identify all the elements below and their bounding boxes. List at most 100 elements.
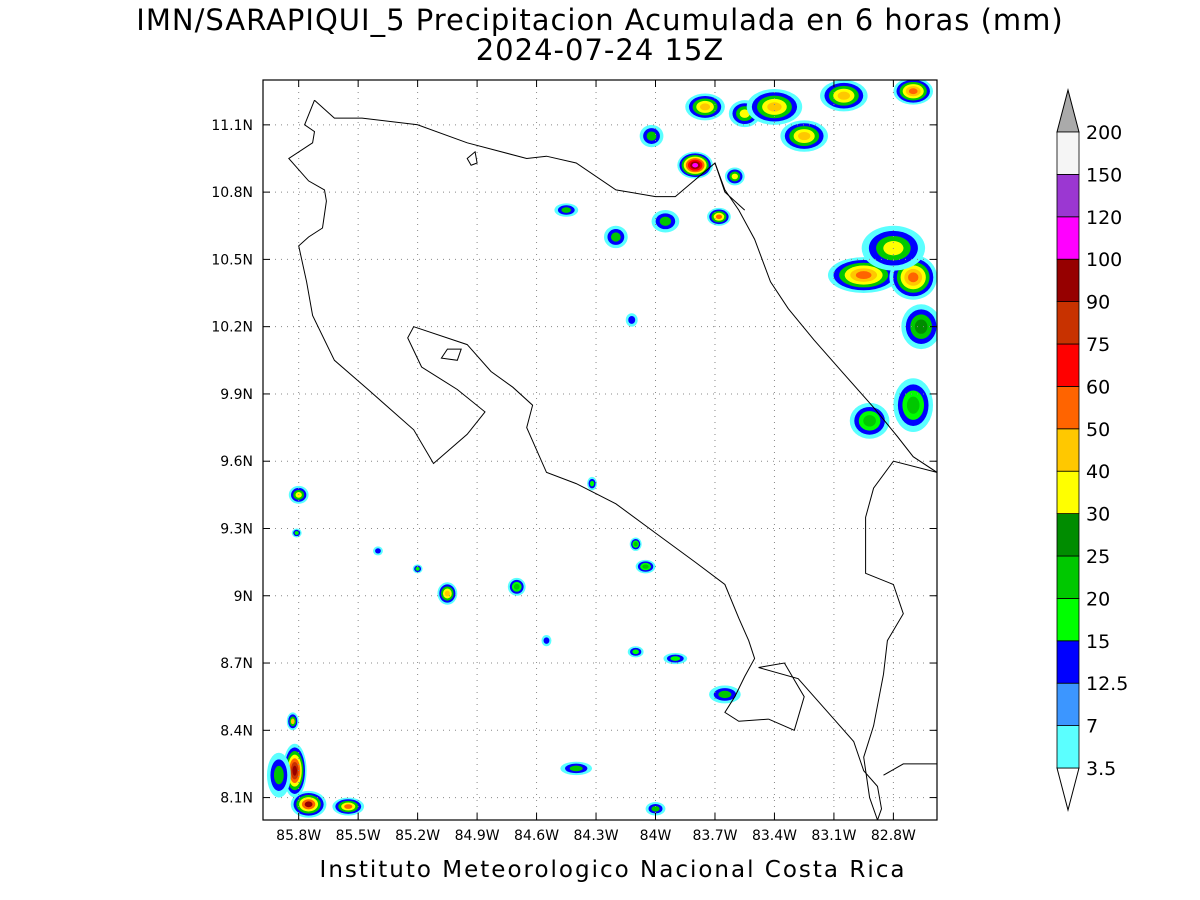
colorbar-swatch [1056,258,1080,303]
precip-cell [670,656,681,661]
precip-cell [513,583,520,590]
precip-cell [304,801,313,808]
footer-credit: Instituto Meteorologico Nacional Costa R… [320,857,907,883]
x-tick-label: 85.5W [336,828,381,844]
precip-cell [561,207,572,213]
precip-cell [610,232,621,242]
colorbar-swatch [1056,173,1080,218]
colorbar-label: 75 [1086,334,1110,356]
precip-cell [642,564,649,569]
colorbar-swatch [1056,682,1080,727]
y-tick-label: 8.7N [220,656,253,672]
precip-cell [444,590,450,597]
island-outline [466,150,478,166]
colorbar-swatch [1056,428,1080,472]
colorbar-label: 15 [1086,631,1110,653]
precip-cell [415,567,420,571]
chart-title-line1: IMN/SARAPIQUI_5 Precipitacion Acumulada … [136,3,1063,37]
precip-cell [855,271,872,280]
colorbar-label: 25 [1086,546,1110,568]
precip-cell [739,109,750,118]
plot-frame [262,79,938,821]
precip-cell [543,637,550,644]
precip-cell [375,548,381,554]
precip-cell [628,316,636,324]
panama-coastline [883,763,937,776]
colorbar-swatch [1056,598,1080,642]
precip-cell [863,415,876,427]
precip-cell [731,173,738,180]
x-tick-label: 85.2W [395,828,440,844]
x-tick-label: 83.7W [692,828,737,844]
colorbar-label: 90 [1086,292,1110,314]
precip-cell [908,88,918,95]
y-axis: 8.1N 8.4N 8.7N 9N 9.3N 9.6N 9.9N 10.2N 10.5N 10.8… [211,118,937,807]
precip-cell [632,649,639,655]
colorbar-swatch [1056,640,1080,684]
map-plot-area: 85.8W 85.5W 85.2W 84.9W 84.6W 84.3W 84W 83.7W 83… [211,79,938,844]
pacific-coastline [288,100,769,722]
colorbar-label: 100 [1086,249,1122,271]
precip-cell [699,103,711,111]
y-tick-label: 8.4N [220,723,253,739]
precip-cell [344,804,353,809]
coastline-layer [288,99,937,820]
precip-cell [767,102,782,112]
osa-peninsula-coastline [758,662,883,820]
precip-cell [914,319,928,334]
x-tick-label: 83.4W [752,828,797,844]
x-tick-label: 82.8W [871,828,916,844]
precip-cell [906,396,920,414]
colorbar-swatch [1056,343,1080,387]
precip-cell [718,690,732,699]
colorbar-legend: 3.5 7 12.5 15 20 25 30 40 50 60 75 90 100 120 150 200 [1056,88,1128,812]
precip-cell [908,272,919,283]
colorbar-label: 50 [1086,419,1110,441]
colorbar-swatch [1056,725,1080,769]
chart-title-line2: 2024-07-24 15Z [476,33,725,67]
grid-lines [263,80,937,820]
colorbar-swatch [1056,131,1080,175]
y-tick-label: 10.2N [211,320,253,336]
y-tick-label: 10.8N [211,185,253,201]
precip-cell [590,480,595,487]
precip-cell [292,765,297,776]
colorbar-max-triangle [1056,88,1080,133]
x-axis: 85.8W 85.5W 85.2W 84.9W 84.6W 84.3W 84W 83.7W 83… [276,80,916,844]
x-tick-label: 84W [640,828,672,844]
x-tick-label: 83.1W [811,828,856,844]
colorbar-swatch [1056,216,1080,260]
precip-cell [692,162,699,168]
y-tick-label: 8.1N [220,791,253,807]
colorbar-swatch [1056,385,1080,430]
y-tick-label: 11.1N [211,118,253,134]
precip-cell [651,806,660,812]
colorbar-label: 200 [1086,122,1122,144]
colorbar-label: 20 [1086,588,1110,610]
colorbar-swatch [1056,301,1080,345]
colorbar-swatch [1056,555,1080,599]
plot-background [263,80,937,820]
colorbar-label: 60 [1086,376,1110,398]
precip-cell [290,718,295,725]
precip-cell [294,531,299,535]
colorbar-label: 120 [1086,207,1122,229]
colorbar-min-triangle [1056,767,1080,812]
precip-cell [837,91,850,100]
colorbar-label: 30 [1086,504,1110,526]
y-tick-label: 9.9N [220,387,253,403]
y-tick-label: 9.6N [220,454,253,470]
y-tick-label: 10.5N [211,252,253,268]
precip-cell [633,542,638,547]
panama-border [863,460,937,820]
colorbar-label: 40 [1086,461,1110,483]
x-tick-label: 84.3W [574,828,619,844]
precip-cell [798,131,811,141]
island-outline [440,348,462,361]
precip-cell [646,131,657,141]
y-tick-label: 9.3N [220,521,253,537]
colorbar-label: 7 [1086,716,1098,738]
nicaragua-border [714,162,746,211]
colorbar-label: 3.5 [1086,758,1116,780]
